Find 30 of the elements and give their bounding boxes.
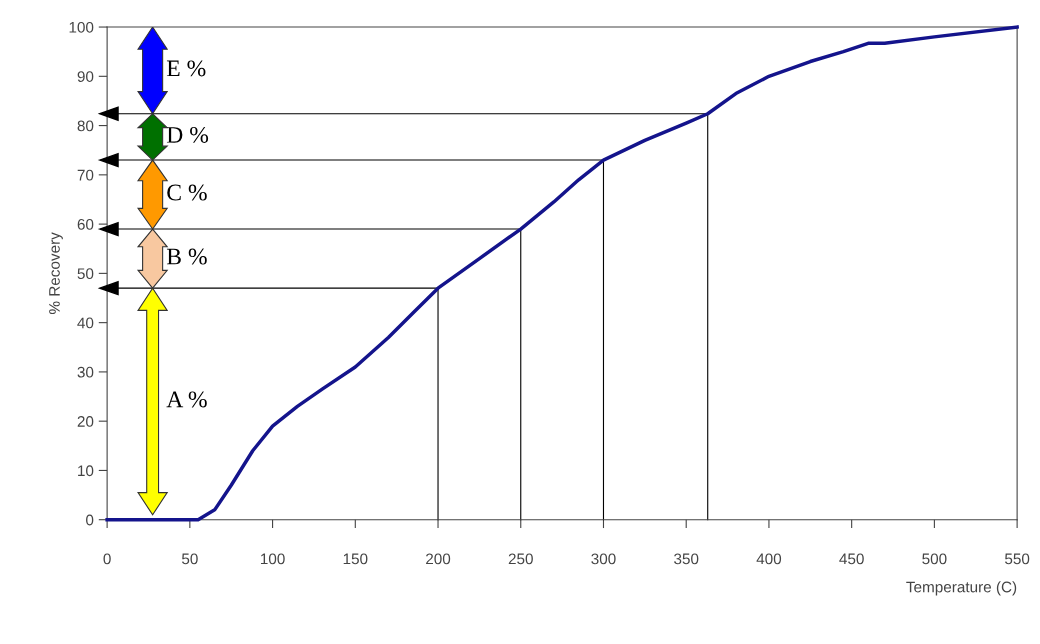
annotation: E % <box>166 60 206 77</box>
y-tick-label: 30 <box>77 366 94 378</box>
y-tick-label: 10 <box>78 465 94 477</box>
y-tick-label: 50 <box>77 268 94 280</box>
annotation: C % <box>167 184 207 201</box>
y-tick-label: 60 <box>77 218 94 230</box>
x-tick-label: 50 <box>181 553 198 565</box>
x-tick-label: 250 <box>508 553 533 565</box>
annotation: A % <box>166 391 207 408</box>
x-tick-label: 200 <box>426 553 451 565</box>
y-tick-label: 70 <box>77 169 94 181</box>
y-tick-label: 80 <box>77 120 94 132</box>
x-tick-label: 550 <box>1004 553 1030 565</box>
x-tick-label: 350 <box>674 553 699 565</box>
x-tick-label: 500 <box>922 553 947 565</box>
annotation: D % <box>166 126 209 143</box>
y-tick-label: 0 <box>86 514 94 526</box>
y-axis-title: % Recovery <box>49 232 63 315</box>
x-axis-title: Temperature (C) <box>906 581 1017 596</box>
x-tick-label: 400 <box>756 553 782 565</box>
y-tick-label: 100 <box>69 21 94 33</box>
x-tick-label: 150 <box>343 553 368 565</box>
x-tick-label: 0 <box>103 553 111 565</box>
y-tick-label: 40 <box>77 317 94 329</box>
x-tick-label: 450 <box>839 553 864 565</box>
y-tick-label: 90 <box>77 71 94 82</box>
y-tick-label: 20 <box>77 416 94 427</box>
x-tick-label: 100 <box>261 553 285 565</box>
x-tick-label: 300 <box>591 553 616 565</box>
annotation: B % <box>166 248 207 265</box>
